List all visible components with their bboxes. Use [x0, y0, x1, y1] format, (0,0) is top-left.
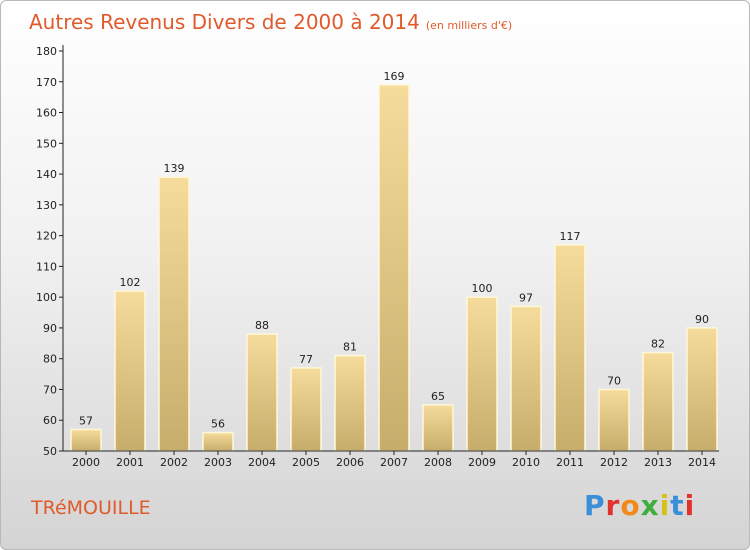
bar	[246, 333, 278, 452]
bar	[158, 176, 190, 452]
data-label: 169	[384, 70, 405, 83]
bar	[510, 305, 542, 452]
x-tick-label: 2014	[688, 456, 716, 469]
data-label: 56	[211, 418, 225, 431]
logo-letter: t	[670, 489, 685, 522]
data-label: 57	[79, 414, 93, 427]
y-tick-label: 130	[36, 199, 57, 212]
x-tick-label: 2010	[512, 456, 540, 469]
x-tick-label: 2001	[116, 456, 144, 469]
bar	[422, 404, 454, 452]
y-tick-label: 120	[36, 230, 57, 243]
y-tick-label: 160	[36, 107, 57, 120]
x-tick-label: 2006	[336, 456, 364, 469]
logo-letter: i	[659, 489, 671, 522]
x-tick-label: 2003	[204, 456, 232, 469]
data-label: 117	[560, 230, 581, 243]
logo-letter: r	[605, 489, 621, 522]
x-tick-label: 2011	[556, 456, 584, 469]
chart-title: Autres Revenus Divers de 2000 à 2014 (en …	[29, 10, 512, 34]
x-tick-label: 2012	[600, 456, 628, 469]
data-label: 70	[607, 374, 621, 387]
y-tick-label: 70	[43, 383, 57, 396]
y-tick-label: 140	[36, 168, 57, 181]
x-tick-label: 2008	[424, 456, 452, 469]
logo-letter: i	[684, 489, 696, 522]
bar	[334, 354, 366, 452]
bar	[642, 351, 674, 452]
chart-title-text: Autres Revenus Divers de 2000 à 2014	[29, 10, 420, 34]
x-tick-label: 2007	[380, 456, 408, 469]
logo-letter: o	[620, 489, 641, 522]
bar	[114, 290, 146, 452]
logo-letter: P	[584, 489, 606, 522]
data-label: 82	[651, 338, 665, 351]
bar	[290, 367, 322, 452]
y-tick-label: 150	[36, 137, 57, 150]
data-label: 100	[472, 282, 493, 295]
data-label: 77	[299, 353, 313, 366]
data-label: 65	[431, 390, 445, 403]
data-label: 97	[519, 291, 533, 304]
y-tick-label: 100	[36, 291, 57, 304]
proxiti-logo[interactable]: Proxiti	[584, 489, 695, 522]
x-tick-label: 2002	[160, 456, 188, 469]
bar	[378, 84, 410, 452]
data-label: 81	[343, 341, 357, 354]
y-tick-label: 80	[43, 353, 57, 366]
axes-group: 2000 2001 2002 2003 2004 2005 2006 2007 2008 2009…	[36, 45, 719, 469]
y-tick-label: 50	[43, 445, 57, 458]
data-label: 102	[120, 276, 141, 289]
commune-name: TRéMOUILLE	[31, 497, 151, 519]
x-tick-label: 2013	[644, 456, 672, 469]
data-label: 139	[164, 162, 185, 175]
bar	[598, 388, 630, 452]
bar	[686, 327, 718, 452]
y-tick-label: 60	[43, 414, 57, 427]
bar	[70, 428, 102, 452]
y-tick-label: 180	[36, 45, 57, 58]
x-tick-label: 2009	[468, 456, 496, 469]
y-tick-label: 90	[43, 322, 57, 335]
chart-subtitle: (en milliers d'€)	[425, 19, 513, 32]
bar	[466, 296, 498, 452]
bars-group: 57 102 139 56 88 77 81 169 65 100 97 117 70 82 90	[70, 70, 718, 452]
logo-letter: x	[640, 489, 660, 522]
data-label: 88	[255, 319, 269, 332]
y-tick-label: 110	[36, 260, 57, 273]
y-tick-label: 170	[36, 76, 57, 89]
bar	[554, 244, 586, 452]
x-tick-label: 2005	[292, 456, 320, 469]
x-tick-label: 2004	[248, 456, 276, 469]
bar	[202, 431, 234, 452]
x-tick-label: 2000	[72, 456, 100, 469]
data-label: 90	[695, 313, 709, 326]
